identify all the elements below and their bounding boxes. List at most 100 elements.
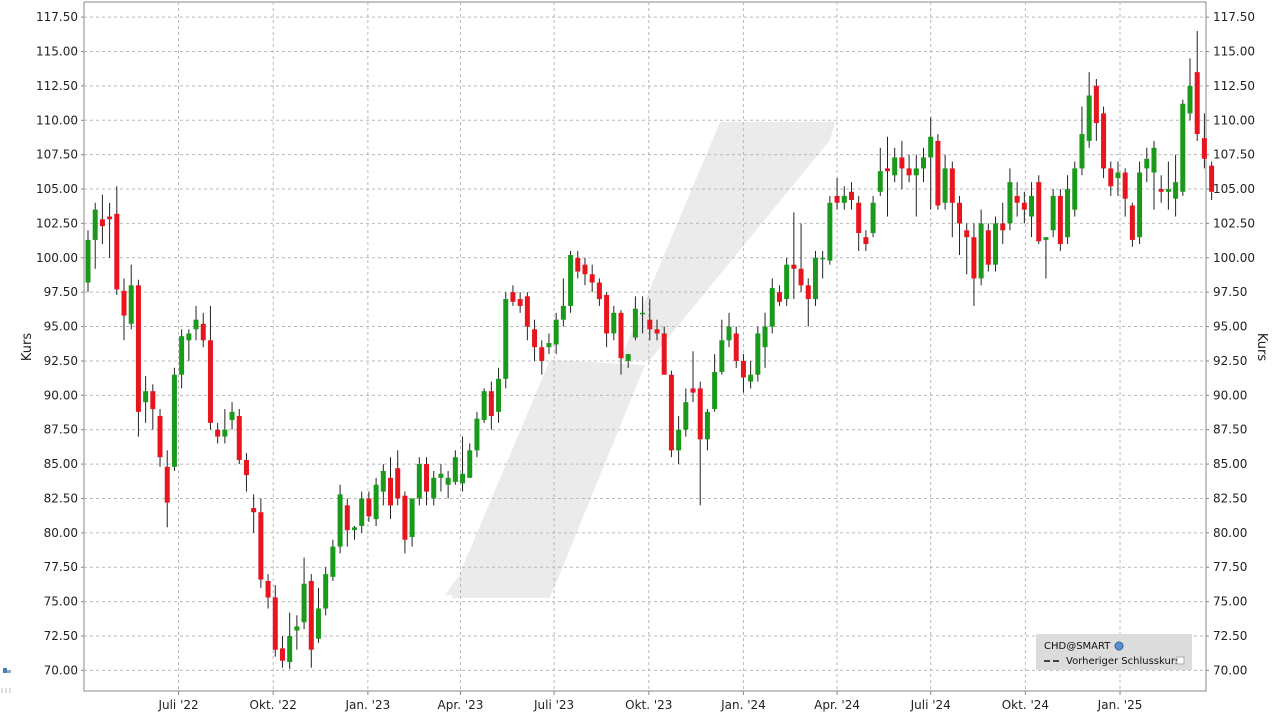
candle: [179, 329, 185, 389]
candle: [560, 278, 566, 327]
y-tick-label-left: 70.00: [44, 663, 78, 677]
candle-body: [416, 464, 422, 499]
candle-body: [265, 580, 271, 598]
candle-body: [402, 495, 408, 540]
candle: [1050, 189, 1056, 238]
candle: [625, 354, 631, 368]
candle-body: [438, 473, 444, 478]
candle: [128, 264, 134, 330]
candle: [676, 415, 682, 465]
candle-body: [323, 574, 329, 609]
candle-body: [784, 264, 790, 300]
candle: [1036, 175, 1042, 245]
candle: [510, 285, 516, 306]
candle-body: [395, 468, 401, 499]
candle: [279, 635, 285, 668]
candle: [438, 464, 444, 492]
candle: [481, 388, 487, 423]
candle-body: [740, 360, 746, 378]
candle: [366, 491, 372, 522]
candle: [517, 292, 523, 313]
candle-body: [503, 299, 509, 379]
candle-body: [467, 450, 473, 478]
candle-series: [85, 30, 1215, 669]
candle-body: [776, 292, 782, 302]
x-tick-label: Apr. '24: [814, 698, 860, 712]
chart-tool-icon[interactable]: [1, 668, 11, 693]
candle-body: [1086, 95, 1092, 141]
candle: [1021, 191, 1027, 224]
y-tick-label-right: 107.50: [1213, 148, 1255, 162]
candle-body: [884, 168, 890, 172]
candle: [1158, 175, 1164, 203]
candle: [805, 278, 811, 327]
candle: [697, 381, 703, 506]
plot-area: [83, 1, 1207, 692]
y-tick-label-right: 95.00: [1213, 320, 1247, 334]
candle-body: [1014, 195, 1020, 203]
y-tick-label-right: 110.00: [1213, 113, 1255, 127]
candle-body: [748, 374, 754, 382]
candle-body: [1021, 202, 1027, 210]
candle-body: [618, 312, 624, 359]
y-tick-label-left: 87.50: [44, 423, 78, 437]
candle: [884, 136, 890, 217]
candle-body: [560, 305, 566, 320]
y-tick-label-right: 92.50: [1213, 354, 1247, 368]
candle: [409, 498, 415, 547]
candle-body: [1158, 189, 1164, 192]
candle-body: [1072, 168, 1078, 210]
candle: [107, 202, 113, 258]
candle: [589, 264, 595, 293]
candle: [1129, 202, 1135, 247]
candle-body: [942, 168, 948, 203]
y-tick-label-left: 72.50: [44, 629, 78, 643]
candle-body: [1180, 103, 1186, 192]
y-tick-label-right: 117.50: [1213, 10, 1255, 24]
candle: [949, 161, 955, 238]
candle-body: [704, 411, 710, 440]
candle-body: [315, 608, 321, 639]
candle-body: [769, 288, 775, 327]
legend-checkbox[interactable]: [1176, 656, 1185, 665]
candle-body: [1029, 195, 1035, 217]
candle-body: [964, 230, 970, 238]
y-tick-label-left: 107.50: [36, 148, 78, 162]
candle: [315, 587, 321, 643]
candle: [1165, 161, 1171, 210]
candle-body: [171, 374, 177, 467]
y-tick-label-right: 70.00: [1213, 663, 1247, 677]
candle: [791, 212, 797, 300]
globe-icon[interactable]: [1114, 641, 1124, 651]
candle: [546, 333, 552, 355]
x-tick-label: Okt. '23: [625, 698, 672, 712]
candle-body: [294, 626, 300, 631]
candle: [913, 154, 919, 217]
legend-line-label: Vorheriger Schlusskurs: [1066, 656, 1180, 667]
y-tick-label-right: 90.00: [1213, 388, 1247, 402]
candle: [1000, 202, 1006, 245]
y-axis-title-left: Kurs: [20, 333, 35, 361]
candle: [1014, 182, 1020, 217]
candle: [474, 411, 480, 458]
candle: [344, 498, 350, 547]
y-tick-label-left: 100.00: [36, 251, 78, 265]
y-tick-label-left: 85.00: [44, 457, 78, 471]
x-tick-label: Apr. '23: [438, 698, 484, 712]
candle-body: [913, 168, 919, 176]
y-tick-label-right: 80.00: [1213, 526, 1247, 540]
candle-body: [222, 429, 228, 437]
candle: [337, 484, 343, 554]
candle: [150, 384, 156, 430]
candle-body: [661, 333, 667, 375]
candle: [445, 470, 451, 499]
candle: [1180, 99, 1186, 196]
candle-body: [863, 237, 869, 245]
candle: [647, 299, 653, 341]
y-tick-label-right: 72.50: [1213, 629, 1247, 643]
candle: [402, 491, 408, 554]
candle-body: [359, 498, 365, 526]
y-tick-label-left: 80.00: [44, 526, 78, 540]
candle-body: [474, 418, 480, 451]
